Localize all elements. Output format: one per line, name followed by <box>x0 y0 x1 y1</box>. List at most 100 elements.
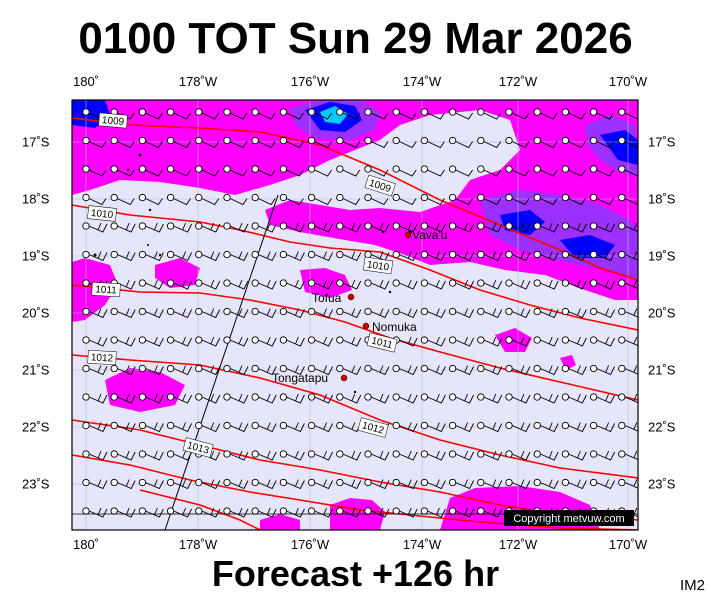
wind-barb <box>258 141 276 149</box>
station-circle <box>392 250 400 259</box>
wind-barb <box>286 308 305 319</box>
wind-barb <box>568 365 587 376</box>
place-marker <box>347 293 355 301</box>
station-circle <box>448 364 457 373</box>
wind-barb <box>314 336 334 347</box>
wind-barb <box>511 450 531 461</box>
wind-barb <box>258 450 277 461</box>
station-circle <box>364 364 372 373</box>
wind-barb <box>511 141 530 149</box>
wind-barb <box>624 422 638 432</box>
wind-barb <box>286 365 305 376</box>
wind-barb <box>624 479 638 489</box>
station-circle <box>138 478 147 487</box>
station-circle <box>589 421 598 430</box>
wind-barb <box>88 169 107 177</box>
wind-barb <box>88 336 108 347</box>
wind-barb <box>370 222 390 233</box>
station-circle <box>505 393 513 401</box>
wind-barb <box>173 308 193 319</box>
wind-barb <box>596 279 616 290</box>
station-circle <box>336 136 344 145</box>
station-circle <box>82 193 90 202</box>
station-circle <box>223 250 231 259</box>
station-circle <box>505 279 513 287</box>
wind-barb <box>229 112 248 120</box>
station-circle <box>505 250 513 259</box>
wind-barb <box>483 198 502 206</box>
wind-barb <box>342 112 361 120</box>
wind-barb <box>173 222 193 233</box>
station-circle <box>82 364 90 373</box>
station-circle <box>448 165 457 173</box>
map-frame <box>71 99 639 531</box>
station-circle <box>533 222 541 230</box>
lat-label: 23˚S <box>22 476 50 492</box>
station-circle <box>364 450 372 458</box>
station-circle <box>336 507 344 515</box>
station-circle <box>533 364 541 373</box>
wind-barb <box>568 198 586 206</box>
wind-barb <box>201 112 220 120</box>
wind-barb <box>229 308 249 319</box>
wind-barb <box>173 393 193 404</box>
station-circle <box>420 165 429 173</box>
wind-barb <box>483 141 502 149</box>
station-circle <box>336 279 344 287</box>
station-circle <box>307 193 316 202</box>
wind-barb <box>568 141 586 149</box>
wind-barb <box>568 169 586 177</box>
station-circle <box>195 478 203 487</box>
wind-barb <box>624 450 638 461</box>
station-circle <box>477 364 485 373</box>
station-circle <box>110 450 118 458</box>
wind-barb <box>314 222 334 233</box>
station-circle <box>223 507 231 515</box>
image-id: IM2 <box>679 577 705 594</box>
station-circle <box>251 393 259 401</box>
lat-label: 18˚S <box>648 191 676 207</box>
station-circle <box>251 136 259 145</box>
wind-barb <box>201 279 221 290</box>
station-circle <box>251 108 259 116</box>
wind-barb <box>370 365 390 376</box>
isobar-label: 1010 <box>90 208 114 221</box>
wind-barb <box>314 112 332 120</box>
wind-barb <box>342 141 361 149</box>
wind-barb <box>286 222 305 233</box>
wind-barb <box>427 450 446 461</box>
station-circle <box>223 165 231 173</box>
station-circle <box>448 136 457 145</box>
wind-barb <box>201 251 221 262</box>
wind-barb <box>540 112 558 120</box>
isobar-label: 1012 <box>91 352 114 364</box>
wind-barb <box>483 308 503 319</box>
station-circle <box>223 108 231 116</box>
wind-barb <box>229 393 249 404</box>
wind-barb <box>511 112 530 120</box>
station-circle <box>110 222 118 230</box>
station-circle <box>82 136 90 145</box>
station-circle <box>166 165 175 173</box>
wind-barb <box>540 141 558 149</box>
isobar-label: 1011 <box>370 336 394 352</box>
station-circle <box>448 450 457 458</box>
wind-barb <box>427 308 446 319</box>
wind-barb <box>624 365 638 375</box>
wind-barb <box>483 279 503 290</box>
station-circle <box>223 307 231 316</box>
wind-barb <box>483 336 503 347</box>
wind-barb <box>511 365 531 376</box>
station-circle <box>618 136 626 145</box>
wind-barb <box>540 365 559 376</box>
wind-barb <box>399 450 418 461</box>
station-circle <box>364 193 372 202</box>
wind-barb <box>596 422 616 433</box>
station-circle <box>251 193 259 202</box>
wind-barb <box>201 365 221 376</box>
station-circle <box>195 108 203 116</box>
lon-label: 180˚ <box>72 537 100 552</box>
station-circle <box>82 279 90 287</box>
station-circle <box>533 393 541 401</box>
wind-barb <box>596 112 614 120</box>
